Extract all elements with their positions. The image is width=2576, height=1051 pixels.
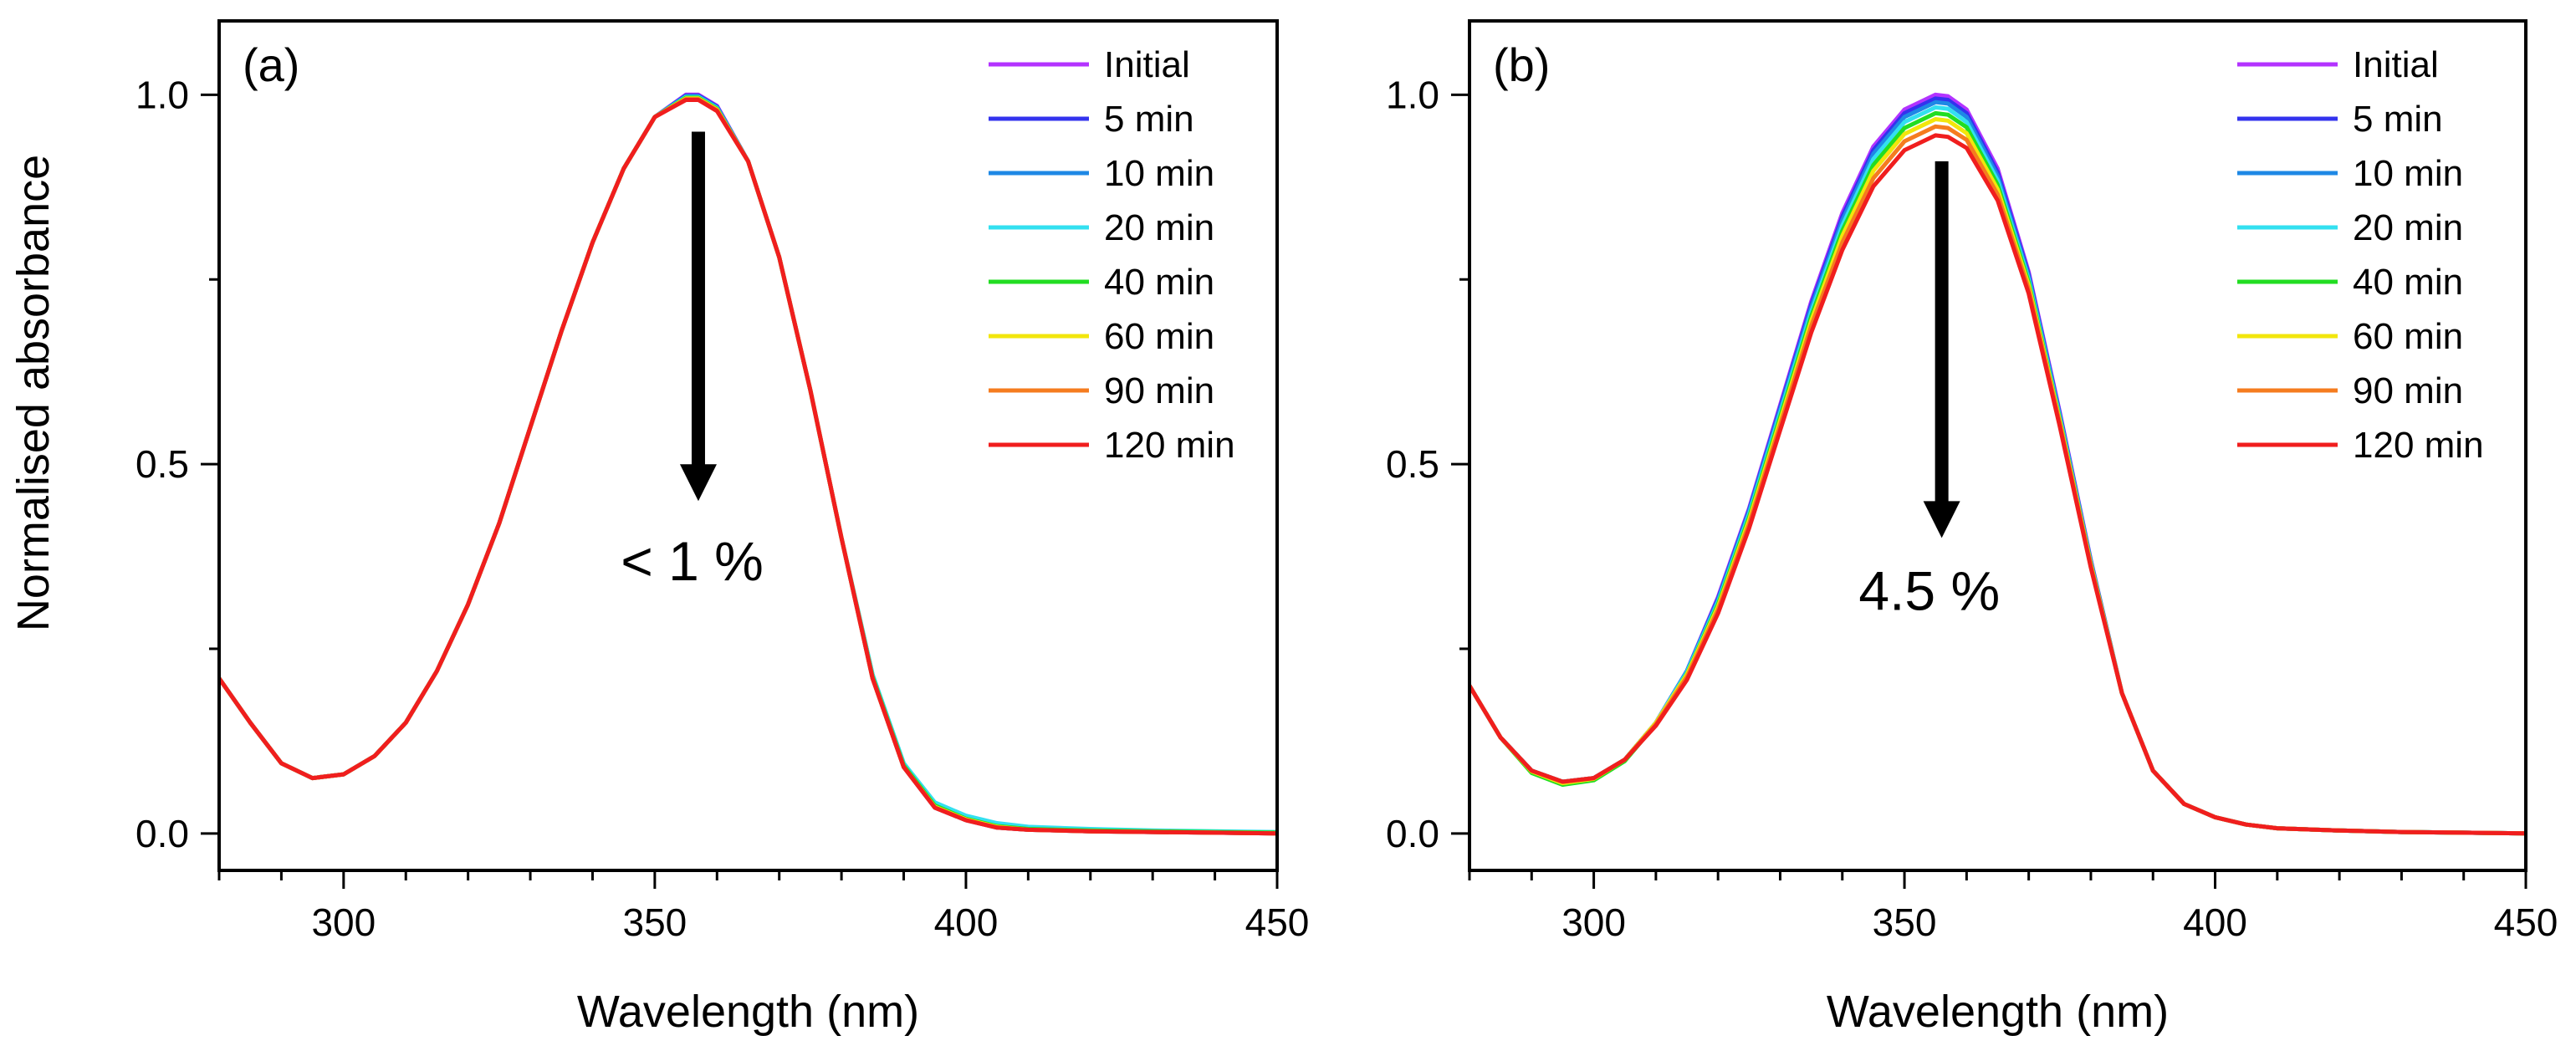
y-tick-label: 0.5 xyxy=(135,442,189,486)
legend: Initial 5 min 10 min 20 min 40 min 60 min 90 m… xyxy=(2237,44,2484,466)
y-tick-label: 0.5 xyxy=(1386,442,1439,486)
legend-label: 5 min xyxy=(2353,99,2443,140)
y-tick-label: 0.0 xyxy=(135,812,189,855)
y-tick-label: 1.0 xyxy=(1386,73,1439,116)
legend-label: 90 min xyxy=(1104,370,1214,411)
series-line-120-min xyxy=(219,98,1277,836)
legend-label: 10 min xyxy=(1104,153,1214,194)
plot-frame xyxy=(217,19,1279,872)
x-axis-title: Wavelength (nm) xyxy=(577,987,919,1037)
series-group xyxy=(219,92,1277,836)
series-line-120-min xyxy=(1469,133,2526,836)
annotation-arrow-head xyxy=(679,464,717,502)
y-tick-label: 0.0 xyxy=(1386,812,1439,855)
legend-label: 120 min xyxy=(2353,425,2484,466)
panel-label: (a) xyxy=(243,38,299,91)
x-tick-label: 450 xyxy=(1245,900,1310,944)
panel-a: 300 350 400 450 0.0 0.5 1.0 Wavelength (nm) (a) I… xyxy=(135,19,1310,1037)
legend-label: Initial xyxy=(2353,44,2439,85)
legend-label: 40 min xyxy=(2353,262,2463,303)
legend-label: 90 min xyxy=(2353,370,2463,411)
y-tick-label: 1.0 xyxy=(135,73,189,116)
legend-label: 5 min xyxy=(1104,99,1194,140)
legend: Initial 5 min 10 min 20 min 40 min 60 min 90 m… xyxy=(989,44,1235,466)
x-tick-label: 450 xyxy=(2494,900,2558,944)
x-tick-label: 400 xyxy=(2183,900,2247,944)
legend-label: Initial xyxy=(1104,44,1190,85)
x-tick-label: 400 xyxy=(934,900,999,944)
legend-label: 10 min xyxy=(2353,153,2463,194)
x-tick-label: 300 xyxy=(1561,900,1626,944)
x-axis-title: Wavelength (nm) xyxy=(1827,987,2169,1037)
legend-label: 20 min xyxy=(2353,207,2463,248)
series-group xyxy=(1469,92,2526,836)
annotation-text: < 1 % xyxy=(621,530,764,592)
legend-label: 120 min xyxy=(1104,425,1235,466)
legend-label: 60 min xyxy=(1104,316,1214,357)
legend-label: 60 min xyxy=(2353,316,2463,357)
x-tick-label: 300 xyxy=(311,900,376,944)
x-tick-label: 350 xyxy=(623,900,687,944)
x-tick-label: 350 xyxy=(1873,900,1937,944)
annotation-text: 4.5 % xyxy=(1858,559,2000,621)
y-axis-title: Normalised absorbance xyxy=(8,155,59,631)
legend-label: 20 min xyxy=(1104,207,1214,248)
panel-b: 300 350 400 450 0.0 0.5 1.0 Wavelength (nm) (b) I… xyxy=(1386,19,2558,1037)
annotation-arrow-head xyxy=(1923,501,1960,538)
panel-label: (b) xyxy=(1493,38,1550,91)
plot-frame xyxy=(1468,19,2527,872)
legend-label: 40 min xyxy=(1104,262,1214,303)
